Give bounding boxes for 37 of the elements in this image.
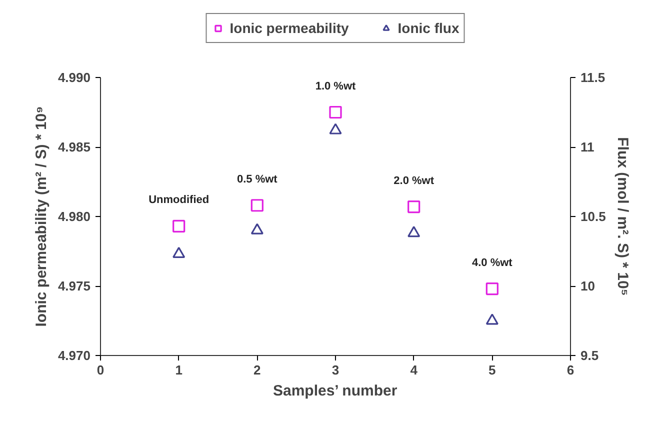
- annotation: 4.0 %wt: [472, 256, 513, 269]
- x-tick-label: 1: [175, 362, 182, 378]
- legend-label: Ionic permeability: [230, 20, 349, 36]
- annotation: 1.0 %wt: [315, 80, 356, 92]
- x-axis-title: Samples’ number: [272, 382, 398, 400]
- point: [329, 106, 342, 119]
- y-tick-label: 4.970: [58, 348, 91, 363]
- point: [329, 123, 342, 134]
- x-tick-label: 2: [254, 362, 261, 378]
- annotation: 2.0 %wt: [394, 174, 434, 187]
- y2-tick-label: 10.5: [580, 209, 606, 224]
- point: [250, 199, 264, 212]
- y-tick-label: 4.975: [58, 278, 91, 294]
- annotation: 0.5 %wt: [236, 173, 278, 186]
- point: [486, 314, 498, 325]
- x-tick-label: 4: [410, 362, 418, 378]
- legend-label: Ionic flux: [398, 20, 460, 36]
- y2-tick-label: 10: [580, 278, 595, 294]
- x-tick-label: 6: [566, 362, 574, 378]
- y-tick-label: 4.985: [58, 140, 91, 154]
- y-axis-title: Ionic permeability (m² / S) * 10⁹: [32, 106, 50, 327]
- point: [250, 223, 264, 234]
- point: [172, 246, 186, 258]
- y2-tick-label: 9.5: [580, 348, 599, 363]
- y2-tick-label: 11: [580, 140, 594, 154]
- y-tick-label: 4.980: [58, 209, 91, 224]
- x-tick-label: 5: [488, 362, 496, 378]
- x-tick-label: 3: [332, 362, 340, 378]
- y-tick-label: 4.990: [58, 70, 91, 85]
- point: [486, 282, 498, 296]
- point: [172, 220, 186, 233]
- annotation: Unmodified: [148, 194, 210, 206]
- y2-tick-label: 11.5: [580, 70, 606, 85]
- x-tick-label: 0: [96, 362, 104, 378]
- point: [408, 226, 420, 238]
- point: [408, 200, 420, 214]
- y2-axis-title: Flux (mol / m². S) * 10⁵: [614, 137, 631, 296]
